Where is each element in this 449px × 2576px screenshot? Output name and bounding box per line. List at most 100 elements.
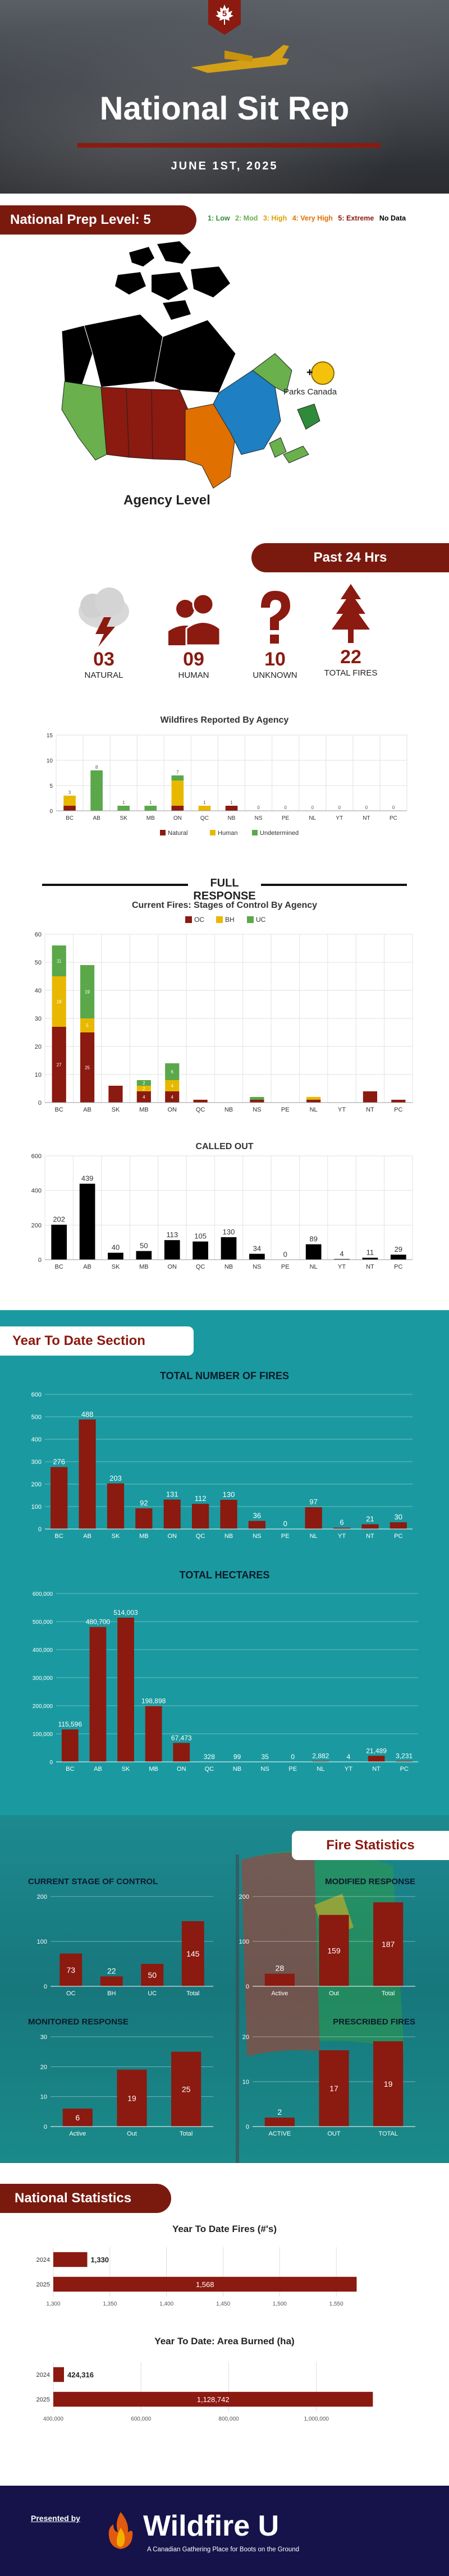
ytd-title: Year To Date Section (12, 1333, 145, 1348)
bar-value-label: 3,231 (396, 1752, 413, 1760)
chart-title: CALLED OUT (195, 1142, 253, 1151)
bar-value-label: 29 (395, 1245, 402, 1253)
bar (53, 2391, 373, 2407)
bar-value-label: 22 (107, 1966, 116, 1975)
bar (135, 1508, 153, 1529)
x-tick-label: 1,300 (46, 2301, 60, 2307)
y-tick-label: 200 (31, 1481, 42, 1488)
legend-swatch-undetermined (252, 830, 258, 835)
y-tick-label: 500,000 (33, 1619, 53, 1626)
x-tick-label: AB (94, 1766, 102, 1773)
x-tick-label: MB (146, 815, 155, 821)
bar-total-label: 7 (176, 770, 179, 775)
bar-segment-undetermined (117, 806, 130, 811)
stat-human-label: HUMAN (178, 671, 209, 680)
bar-segment-natural (225, 806, 238, 811)
bar-segment-natural (171, 806, 184, 811)
bar-value-label: 6 (340, 1518, 343, 1527)
x-tick-label: PE (282, 815, 290, 821)
chart-title: CURRENT STAGE OF CONTROL (28, 1877, 158, 1886)
bar-value-label: 1,330 (91, 2256, 109, 2264)
bar (62, 2109, 93, 2127)
full-response-label: FULL RESPONSE (193, 877, 256, 902)
y-tick-label: 400,000 (33, 1647, 53, 1654)
bar-value-label: 4 (143, 1095, 145, 1100)
bar-value-label: 11 (366, 1248, 374, 1257)
bar-value-label: 4 (171, 1083, 174, 1089)
chart-current-stage: CURRENT STAGE OF CONTROL 0 100 200 OC 73 BH 22 U… (28, 1877, 213, 1997)
stat-unknown-label: UNKNOWN (253, 671, 297, 680)
legend-swatch-oc (185, 916, 192, 923)
y-tick-label: 0 (44, 2124, 47, 2130)
bar (220, 1500, 237, 1529)
y-tick-label: 10 (35, 1072, 42, 1078)
bar-value-label: 27 (57, 1063, 62, 1068)
bar (173, 1743, 190, 1762)
bar (305, 1507, 322, 1529)
tree-icon (329, 582, 372, 644)
legend-mod: 2: Mod (235, 214, 258, 222)
past-24-title: Past 24 Hrs (313, 550, 387, 565)
bar-segment-bh (80, 1018, 95, 1032)
bar (89, 1627, 107, 1762)
bar-value-label: 0 (283, 1250, 287, 1259)
bar-value-label: 92 (140, 1499, 148, 1507)
bar-segment-undetermined (144, 806, 157, 811)
bar-segment-oc (250, 1100, 264, 1103)
x-tick-label: NS (255, 815, 263, 821)
chart-title: Year To Date: Area Burned (ha) (154, 2336, 294, 2347)
x-tick-label: ON (167, 1533, 177, 1540)
bar-value-label: 2 (143, 1081, 145, 1086)
y-tick-label: 400 (31, 1436, 42, 1443)
bar (390, 1255, 406, 1260)
bar-value-label: 50 (148, 1971, 157, 1980)
bar-segment-bh (165, 1080, 180, 1091)
prep-legend: 1: Low 2: Mod 3: High 4: Very High 5: Ex… (208, 214, 406, 222)
legend-extreme: 5: Extreme (338, 214, 374, 222)
bar-total-label: 8 (95, 765, 98, 770)
x-tick-label: NT (366, 1533, 374, 1540)
y-tick-label: 100,000 (33, 1732, 53, 1738)
bar-segment-oc (391, 1100, 406, 1103)
x-tick-label: YT (338, 1264, 346, 1270)
y-tick-label: 300,000 (33, 1675, 53, 1682)
x-tick-label: PC (394, 1533, 402, 1540)
stat-total-value: 22 (340, 646, 361, 668)
bar-value-label: 105 (194, 1232, 207, 1241)
bar-segment-oc (165, 1091, 180, 1103)
bar (193, 1241, 208, 1260)
x-tick-label: PE (281, 1533, 290, 1540)
legend-swatch-bh (216, 916, 223, 923)
legend-low: 1: Low (208, 214, 230, 222)
y-tick-label: 200,000 (33, 1703, 53, 1710)
y-tick-label: 15 (47, 733, 53, 739)
bar (333, 1527, 351, 1529)
bar-value-label: 2 (143, 1086, 145, 1091)
y-tick-label: 0 (49, 1760, 53, 1766)
bar-value-label: 115,596 (58, 1720, 83, 1728)
y-tick-label: 2025 (36, 2281, 50, 2288)
y-tick-label: 30 (35, 1016, 42, 1022)
x-tick-label: NT (372, 1766, 381, 1773)
bar-segment-human (198, 806, 211, 811)
y-tick-label: 2025 (36, 2396, 50, 2403)
y-tick-label: 2024 (36, 2372, 50, 2378)
chart-ytd-national-fires: Year To Date Fires (#'s) 1,300 1,350 1,400 1… (36, 2224, 357, 2307)
x-tick-label: NB (233, 1766, 241, 1773)
x-tick-label: BC (66, 815, 74, 821)
x-tick-label: AB (83, 1264, 91, 1270)
y-tick-label: 500 (31, 1414, 42, 1421)
y-tick-label: 5 (49, 783, 53, 789)
x-tick-label: QC (196, 1106, 205, 1113)
national-stats-tab: National Statistics (0, 2184, 171, 2213)
chart-modified-response: MODIFIED RESPONSE 0 100 200 Active 28 Out 159 To… (239, 1877, 415, 1997)
bar-segment-undetermined (171, 775, 184, 780)
stat-total: 22 TOTAL FIRES (317, 581, 384, 678)
x-tick-label: ON (177, 1766, 186, 1773)
bar-value-label: 5 (86, 1023, 89, 1028)
bar (107, 1483, 125, 1529)
fire-stats-title: Fire Statistics (326, 1838, 415, 1853)
y-tick-label: 100 (37, 1939, 47, 1945)
bar-value-label: 21,489 (366, 1747, 387, 1755)
x-tick-label: 1,500 (273, 2301, 287, 2307)
